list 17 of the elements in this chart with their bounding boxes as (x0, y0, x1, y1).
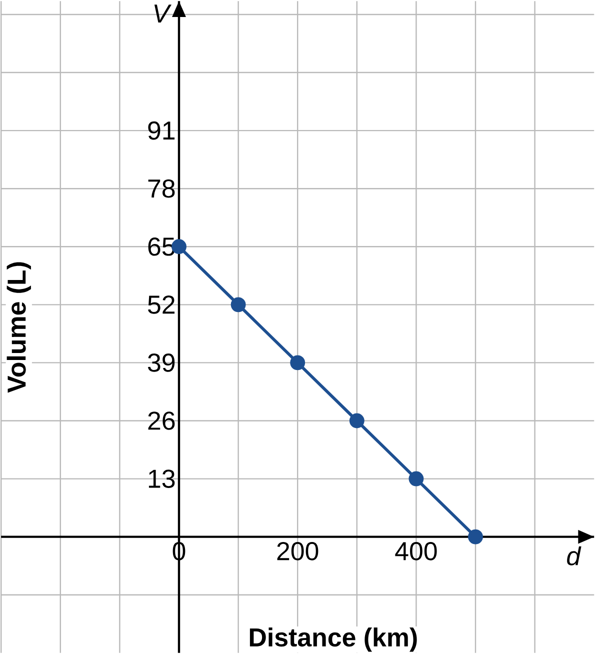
y-axis-title: Volume (L) (6, 262, 31, 393)
point (408, 471, 424, 486)
y-tick-label: 52 (148, 295, 174, 314)
y-tick-label: 13 (148, 470, 175, 488)
annotation: d (566, 546, 582, 566)
x-axis-title: Distance (km) (250, 628, 417, 652)
point (290, 355, 305, 370)
annotation: V (154, 4, 172, 22)
point (230, 297, 246, 312)
y-tick-label: 26 (148, 412, 175, 430)
point (468, 529, 483, 544)
x-tick-label: 400 (395, 542, 437, 560)
y-tick-label: 39 (148, 354, 174, 372)
x-tick-label: 200 (277, 542, 318, 560)
y-tick-label: 91 (148, 121, 174, 140)
point (349, 413, 364, 428)
y-tick-label: 78 (148, 179, 175, 198)
